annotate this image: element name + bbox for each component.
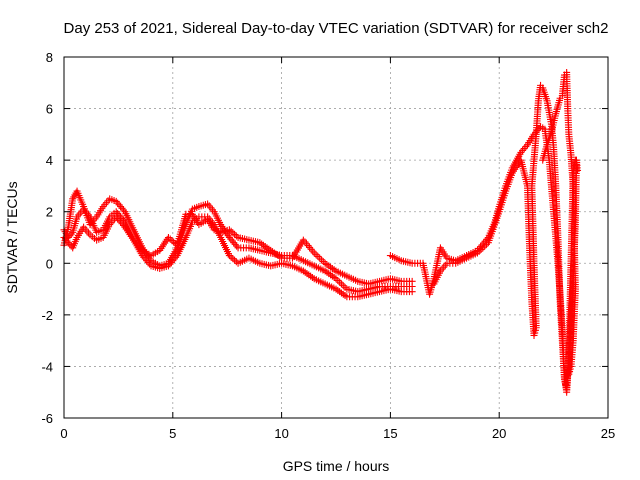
data-point <box>61 235 69 243</box>
data-point <box>114 199 122 207</box>
data-point <box>306 243 314 251</box>
data-point <box>134 241 142 249</box>
data-point <box>229 255 237 263</box>
x-tick-label: 10 <box>274 426 288 441</box>
data-point <box>232 232 240 240</box>
chart-title: Day 253 of 2021, Sidereal Day-to-day VTE… <box>64 20 609 37</box>
data-point <box>231 240 239 248</box>
data-point <box>309 247 317 255</box>
data-point <box>130 236 138 244</box>
data-point <box>117 218 125 226</box>
y-tick-label: -2 <box>41 308 53 323</box>
data-point <box>168 237 176 245</box>
x-tick-label: 0 <box>60 426 67 441</box>
data-point <box>302 240 310 248</box>
y-tick-label: 8 <box>46 50 53 65</box>
data-point <box>131 238 139 246</box>
data-point <box>170 255 178 263</box>
axis-ticks: 0 5 10 15 20 25 -6 -4 -2 0 2 4 6 8 <box>41 50 615 441</box>
series-track-e <box>430 81 577 394</box>
y-tick-label: 4 <box>46 153 53 168</box>
data-point <box>112 213 120 221</box>
data-point <box>115 201 123 209</box>
data-point <box>141 255 149 263</box>
data-point <box>164 234 172 241</box>
y-tick-label: 6 <box>46 102 53 117</box>
data-point <box>231 230 239 238</box>
data-point <box>133 240 141 248</box>
series-track-c <box>60 210 416 288</box>
data-point <box>227 227 235 235</box>
data-point <box>118 220 126 228</box>
data-point <box>63 237 71 245</box>
data-point <box>118 204 126 212</box>
data-point <box>169 257 177 265</box>
data-point <box>408 277 416 285</box>
data-point <box>231 256 239 264</box>
series-track-f <box>539 68 582 378</box>
data-point <box>228 237 236 245</box>
data-point <box>117 203 125 211</box>
x-tick-label: 20 <box>492 426 506 441</box>
data-point <box>225 252 233 260</box>
data-point <box>225 226 233 234</box>
data-point <box>115 216 123 224</box>
data-point <box>135 243 143 251</box>
y-tick-label: -4 <box>41 359 53 374</box>
data-point <box>233 242 241 250</box>
series-track-a <box>60 187 416 296</box>
y-tick-label: 2 <box>46 205 53 220</box>
y-tick-label: -6 <box>41 411 53 426</box>
data-point <box>114 215 122 223</box>
data-point <box>408 288 416 296</box>
data-point <box>314 252 322 260</box>
data-point <box>170 238 178 246</box>
data-point <box>339 282 347 290</box>
data-point <box>172 253 180 261</box>
data-point <box>336 278 344 286</box>
data-point <box>229 229 237 237</box>
data-point <box>166 260 174 268</box>
data-point <box>146 260 154 268</box>
data-point <box>112 197 120 205</box>
data-point <box>312 251 320 259</box>
data-point <box>227 253 235 261</box>
data-point <box>225 234 233 241</box>
data-point <box>137 245 145 253</box>
series-track-b <box>60 205 416 301</box>
data-point <box>67 230 75 238</box>
data-point <box>307 245 315 253</box>
data-point <box>319 258 327 266</box>
y-axis-label: SDTVAR / TECUs <box>4 181 20 293</box>
y-tick-label: 0 <box>46 256 53 271</box>
plot-frame <box>63 56 609 419</box>
data-point <box>166 235 174 243</box>
data-marks <box>60 68 582 396</box>
x-tick-label: 5 <box>169 426 176 441</box>
data-point <box>227 235 235 243</box>
data-point <box>144 258 152 266</box>
data-point <box>574 166 582 174</box>
series-track-d <box>386 123 579 396</box>
data-point <box>334 276 342 284</box>
data-point <box>304 242 312 250</box>
data-point <box>167 258 175 266</box>
data-point <box>143 257 151 265</box>
data-point <box>140 253 148 261</box>
data-point <box>164 262 172 270</box>
data-point <box>119 221 127 229</box>
data-point <box>66 232 74 240</box>
data-point <box>66 240 74 248</box>
data-point <box>316 254 324 262</box>
data-point <box>317 256 325 264</box>
data-point <box>337 280 345 288</box>
x-axis-label: GPS time / hours <box>283 458 390 474</box>
x-tick-label: 25 <box>601 426 615 441</box>
data-point <box>119 206 127 214</box>
data-point <box>64 239 72 247</box>
data-point <box>230 239 238 247</box>
data-point <box>310 249 318 257</box>
x-tick-label: 15 <box>383 426 397 441</box>
